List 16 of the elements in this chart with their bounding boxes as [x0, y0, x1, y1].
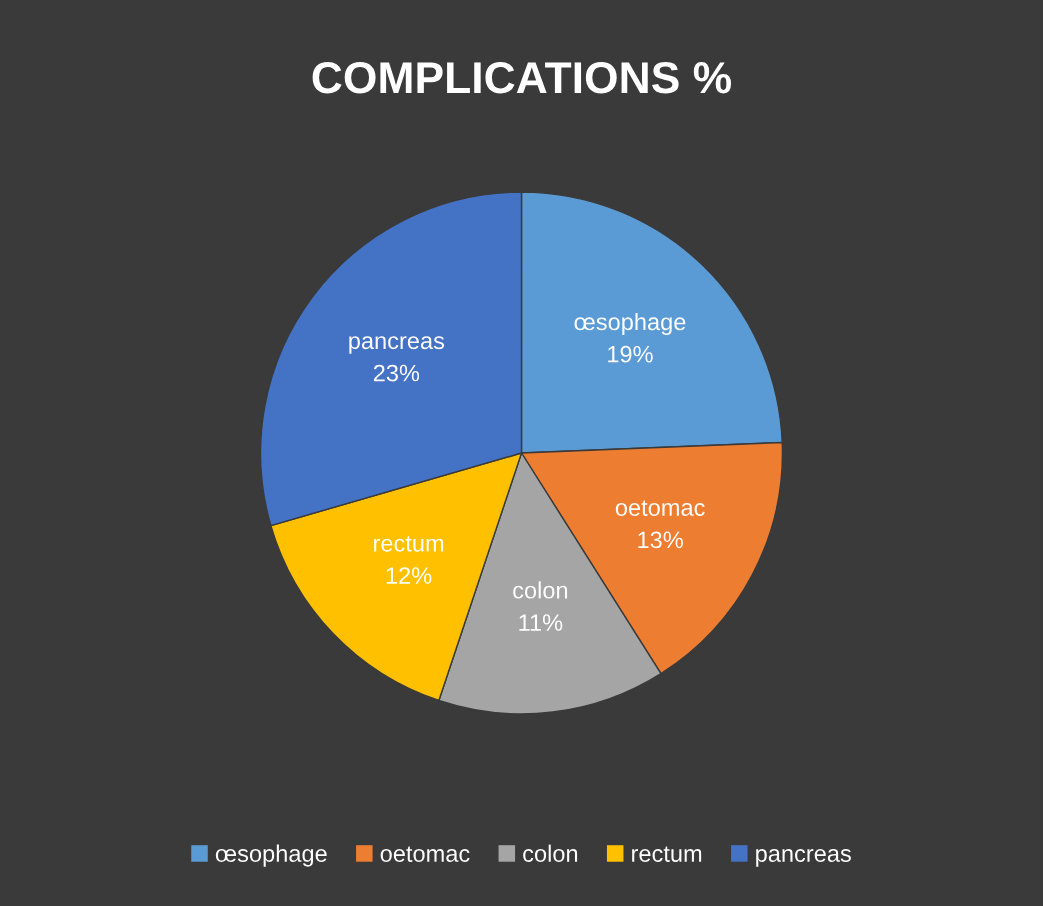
data-label: 11%	[519, 614, 563, 631]
slice-label: colon	[513, 581, 568, 599]
data-label: 23%	[373, 364, 420, 382]
data-label: 12%	[386, 567, 432, 584]
legend-label: œsophage	[215, 844, 327, 867]
slice-label: œsophage	[574, 312, 686, 335]
slice-label: pancreas	[349, 336, 445, 354]
legend-label: colon	[523, 844, 578, 862]
slice-label: rectum	[374, 536, 444, 552]
chart-title: COMPLICATIONS %	[312, 62, 732, 94]
data-label: 13%	[638, 531, 683, 549]
legend-label: pancreas	[756, 849, 851, 867]
slice-label: oetomac	[615, 500, 705, 516]
data-label: 19%	[608, 345, 653, 363]
legend-label: rectum	[632, 846, 702, 862]
legend-label: oetomac	[380, 846, 470, 862]
